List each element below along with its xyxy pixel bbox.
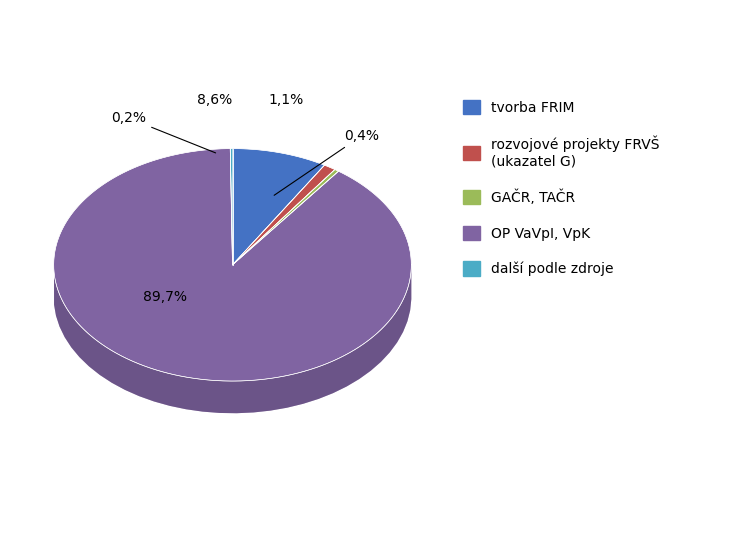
Polygon shape [54, 267, 411, 413]
Polygon shape [232, 170, 338, 265]
Text: 89,7%: 89,7% [142, 290, 187, 304]
Text: 0,2%: 0,2% [111, 111, 215, 153]
Text: 1,1%: 1,1% [268, 93, 304, 108]
Polygon shape [232, 165, 335, 265]
Polygon shape [54, 267, 411, 413]
Polygon shape [54, 149, 411, 381]
Polygon shape [232, 149, 325, 265]
Legend: tvorba FRIM, rozvojové projekty FRVŠ
(ukazatel G), GAČR, TAČR, OP VaVpI, VpK, da: tvorba FRIM, rozvojové projekty FRVŠ (uk… [458, 95, 665, 282]
Polygon shape [230, 149, 232, 265]
Text: 0,4%: 0,4% [274, 129, 379, 195]
Text: 8,6%: 8,6% [197, 93, 232, 108]
